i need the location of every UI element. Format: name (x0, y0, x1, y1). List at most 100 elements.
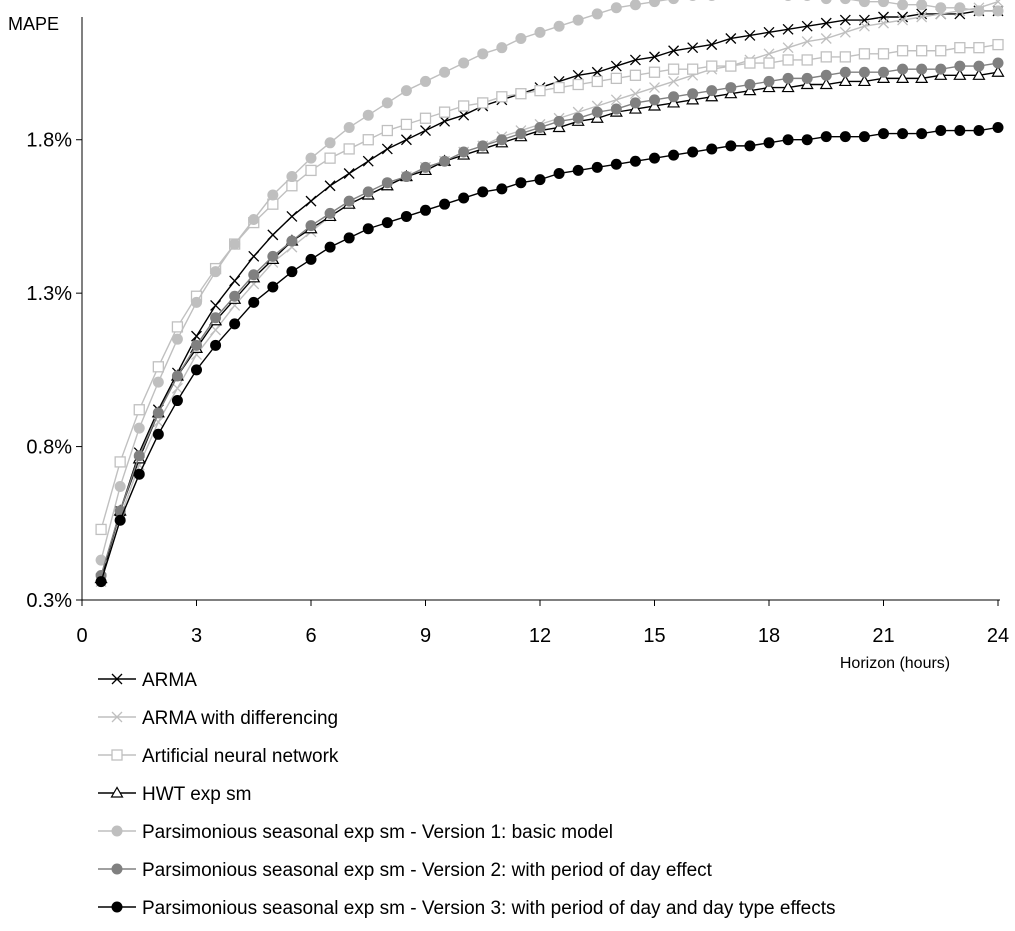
data-point (343, 168, 355, 179)
data-point (668, 75, 680, 87)
data-point (916, 63, 928, 75)
data-point (763, 48, 775, 60)
x-tick-label: 18 (758, 625, 780, 647)
data-point (286, 171, 298, 183)
data-point (781, 80, 795, 93)
data-point (820, 17, 832, 29)
data-point (935, 125, 947, 137)
legend-label: Parsimonious seasonal exp sm - Version 2… (142, 860, 713, 881)
data-point (114, 514, 126, 526)
data-point (897, 63, 909, 75)
data-point (858, 20, 870, 32)
data-point (820, 69, 832, 81)
x-tick-label: 6 (305, 625, 316, 647)
data-point (706, 39, 718, 51)
data-point (171, 395, 183, 407)
data-point (706, 85, 718, 97)
data-point (819, 77, 833, 90)
data-point (801, 36, 813, 48)
data-point (267, 229, 279, 241)
data-point (458, 192, 470, 204)
data-point (784, 0, 792, 2)
data-point (668, 0, 679, 5)
data-point (171, 333, 183, 345)
data-point (419, 112, 432, 124)
y-axis-title: MAPE (8, 14, 59, 34)
data-point (687, 88, 699, 100)
data-point (897, 128, 909, 140)
data-point (248, 269, 260, 281)
data-point (267, 250, 279, 262)
data-point (744, 57, 756, 69)
data-point (897, 0, 909, 11)
data-point (992, 121, 1004, 133)
data-point (324, 137, 336, 149)
data-point (572, 112, 584, 124)
data-point (763, 137, 775, 149)
data-point (381, 217, 393, 229)
data-point (744, 29, 756, 41)
data-point (95, 554, 107, 566)
data-point (305, 220, 317, 232)
data-point (915, 71, 929, 83)
data-point (916, 11, 928, 23)
data-point (534, 26, 546, 38)
series-5 (95, 0, 1004, 566)
data-point (572, 164, 584, 176)
data-point (305, 253, 317, 265)
data-point (877, 48, 890, 60)
data-point (610, 103, 622, 115)
data-point (133, 450, 145, 462)
data-point (171, 321, 184, 333)
data-point (210, 312, 222, 324)
data-point (553, 115, 565, 127)
series-3 (95, 38, 1004, 536)
data-point (400, 134, 412, 146)
data-point (286, 235, 298, 247)
x-tick-label: 12 (529, 625, 551, 647)
data-point (992, 57, 1004, 69)
series-line (100, 43, 999, 530)
data-point (725, 60, 737, 72)
data-point (229, 318, 241, 330)
data-point (362, 109, 374, 121)
data-point (629, 69, 642, 81)
data-point (725, 33, 737, 44)
data-point (210, 266, 222, 278)
data-point (591, 161, 603, 173)
x-tick-label: 21 (872, 625, 894, 647)
data-point (572, 14, 584, 26)
data-point (305, 164, 317, 177)
series-line (100, 126, 999, 582)
data-point (896, 71, 910, 83)
data-point (648, 66, 661, 78)
data-point (515, 88, 527, 100)
data-point (133, 404, 145, 416)
data-point (610, 2, 622, 14)
data-point (496, 183, 508, 195)
data-point (343, 232, 355, 244)
legend: ARMA ARMA with differencing Artificial neu… (98, 670, 836, 919)
data-point (152, 361, 164, 373)
data-point (858, 0, 870, 8)
data-point (152, 428, 164, 440)
data-point (191, 364, 202, 376)
data-point (438, 106, 451, 118)
data-point (916, 45, 928, 57)
data-point (553, 167, 565, 179)
data-point (629, 0, 641, 11)
data-point (782, 72, 794, 84)
x-tick-label: 24 (987, 625, 1009, 647)
data-point (210, 299, 222, 311)
data-point (496, 91, 508, 103)
data-point (763, 26, 775, 38)
data-point (610, 94, 622, 106)
data-point (744, 140, 756, 152)
data-point (591, 8, 603, 20)
data-point (458, 109, 470, 121)
data-point (629, 155, 641, 167)
data-point (708, 0, 715, 2)
data-point (629, 88, 641, 100)
data-point (820, 33, 832, 44)
legend-swatch-marker (111, 863, 123, 875)
